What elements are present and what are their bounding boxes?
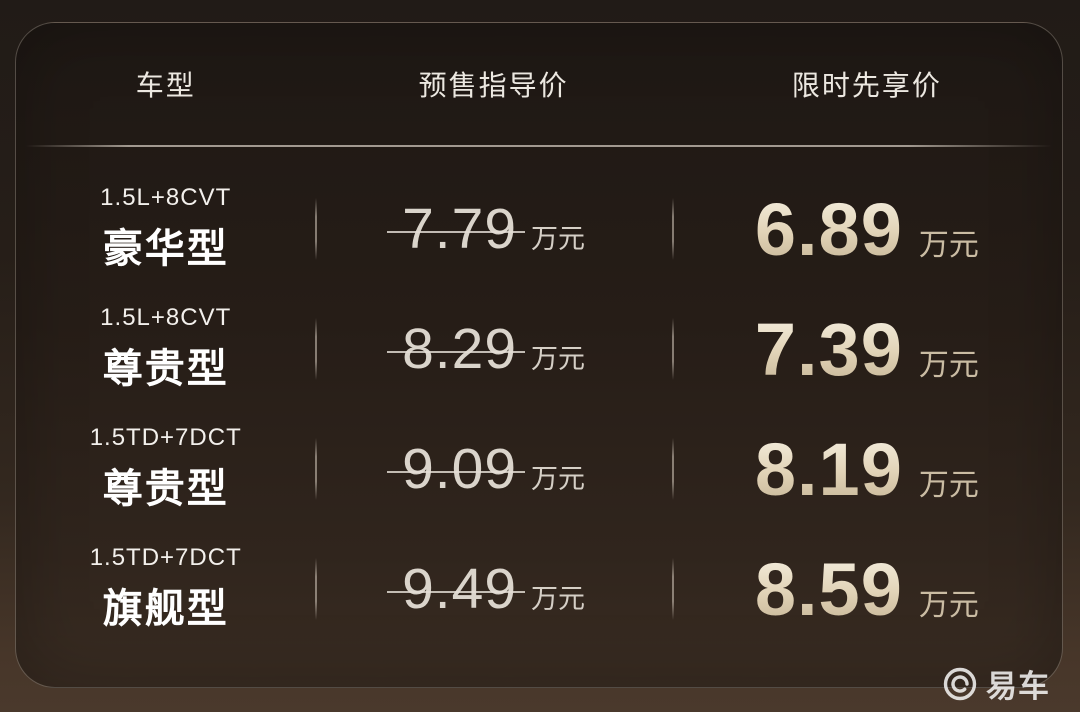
price-table-panel: 车型 预售指导价 限时先享价 1.5L+8CVT 豪华型 7.79 万元 6.8… bbox=[15, 22, 1063, 688]
presale-price-cell: 9.49 万元 bbox=[315, 556, 671, 622]
presale-price-cell: 7.79 万元 bbox=[315, 196, 671, 262]
presale-price-cell: 8.29 万元 bbox=[315, 316, 671, 382]
presale-price-unit: 万元 bbox=[531, 224, 586, 254]
column-divider bbox=[672, 558, 674, 620]
limited-price-value: 8.59 bbox=[754, 547, 903, 631]
column-divider bbox=[672, 318, 674, 380]
limited-price-unit: 万元 bbox=[918, 228, 979, 262]
column-divider bbox=[315, 198, 317, 260]
table-row: 1.5L+8CVT 豪华型 7.79 万元 6.89 万元 bbox=[16, 169, 1062, 289]
limited-price-cell: 8.19 万元 bbox=[672, 427, 1062, 512]
table-row: 1.5L+8CVT 尊贵型 8.29 万元 7.39 万元 bbox=[16, 289, 1062, 409]
presale-price-unit: 万元 bbox=[531, 344, 586, 374]
table-row: 1.5TD+7DCT 尊贵型 9.09 万元 8.19 万元 bbox=[16, 409, 1062, 529]
header-limited-price: 限时先享价 bbox=[791, 70, 942, 101]
limited-price-cell: 7.39 万元 bbox=[672, 307, 1062, 392]
presale-price-unit: 万元 bbox=[531, 464, 586, 494]
trim-label: 尊贵型 bbox=[102, 467, 229, 511]
limited-price-value: 7.39 bbox=[754, 307, 903, 391]
yiche-logo-text: 易车 bbox=[986, 669, 1050, 704]
column-divider bbox=[315, 438, 317, 500]
limited-price-unit: 万元 bbox=[918, 588, 979, 622]
presale-price-value: 9.49 bbox=[387, 557, 525, 621]
model-cell: 1.5TD+7DCT 旗舰型 bbox=[16, 544, 315, 634]
model-cell: 1.5TD+7DCT 尊贵型 bbox=[16, 424, 315, 514]
limited-price-cell: 6.89 万元 bbox=[672, 187, 1062, 272]
table-header-row: 车型 预售指导价 限时先享价 bbox=[16, 23, 1062, 145]
table-row: 1.5TD+7DCT 旗舰型 9.49 万元 8.59 万元 bbox=[16, 529, 1062, 649]
trim-label: 豪华型 bbox=[102, 227, 229, 271]
column-divider bbox=[672, 438, 674, 500]
model-cell: 1.5L+8CVT 尊贵型 bbox=[16, 304, 315, 394]
engine-label: 1.5TD+7DCT bbox=[89, 544, 242, 571]
limited-price-value: 6.89 bbox=[754, 187, 903, 271]
header-divider-line bbox=[26, 145, 1052, 147]
limited-price-value: 8.19 bbox=[754, 427, 903, 511]
presale-price-value: 7.79 bbox=[387, 197, 525, 261]
column-divider bbox=[672, 198, 674, 260]
engine-label: 1.5L+8CVT bbox=[100, 304, 232, 331]
engine-label: 1.5L+8CVT bbox=[100, 184, 232, 211]
limited-price-unit: 万元 bbox=[918, 468, 979, 502]
header-model: 车型 bbox=[135, 70, 196, 101]
table-body: 1.5L+8CVT 豪华型 7.79 万元 6.89 万元 1.5L+8CVT … bbox=[16, 147, 1062, 649]
limited-price-cell: 8.59 万元 bbox=[672, 547, 1062, 632]
trim-label: 旗舰型 bbox=[102, 587, 229, 631]
column-divider bbox=[315, 558, 317, 620]
presale-price-cell: 9.09 万元 bbox=[315, 436, 671, 502]
presale-price-unit: 万元 bbox=[531, 584, 586, 614]
yiche-watermark: 易车 bbox=[941, 661, 1050, 706]
model-cell: 1.5L+8CVT 豪华型 bbox=[16, 184, 315, 274]
engine-label: 1.5TD+7DCT bbox=[89, 424, 242, 451]
yiche-logo-icon bbox=[943, 667, 977, 700]
presale-price-value: 8.29 bbox=[387, 317, 525, 381]
presale-price-value: 9.09 bbox=[387, 437, 525, 501]
column-divider bbox=[315, 318, 317, 380]
limited-price-unit: 万元 bbox=[918, 348, 979, 382]
header-presale-price: 预售指导价 bbox=[418, 70, 569, 101]
trim-label: 尊贵型 bbox=[102, 347, 229, 391]
